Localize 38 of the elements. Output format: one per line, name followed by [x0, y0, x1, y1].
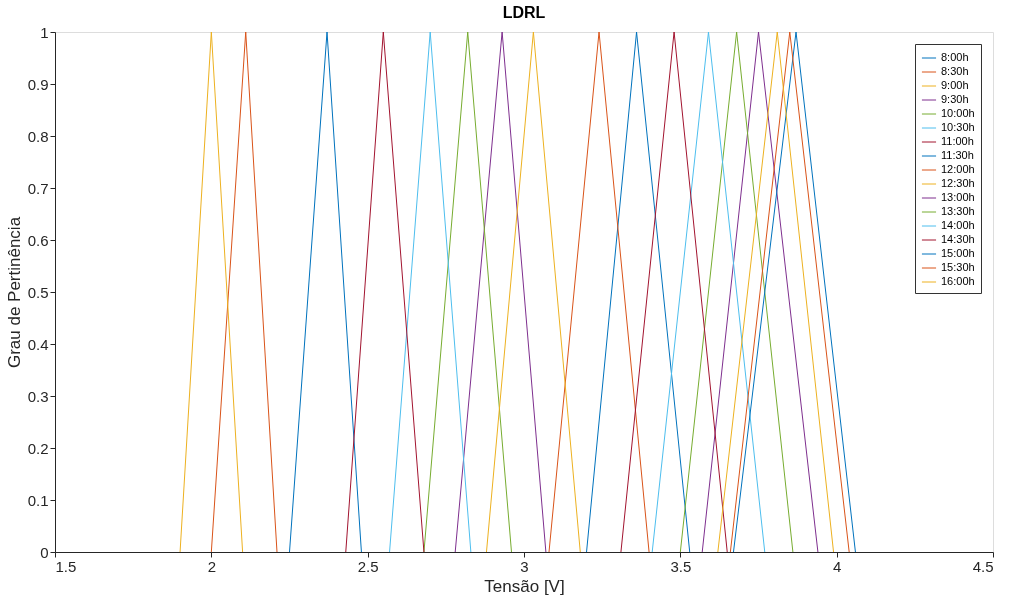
x-tick-label: 1.5 — [55, 557, 77, 575]
legend-label: 10:30h — [941, 121, 975, 133]
y-tick-label: 0.4 — [27, 335, 49, 353]
y-tick-label: 0.1 — [27, 491, 49, 509]
legend-label: 15:00h — [941, 247, 975, 259]
legend-label: 11:30h — [941, 149, 974, 161]
legend-label: 8:00h — [941, 51, 969, 63]
y-tick-label: 0.3 — [27, 387, 49, 405]
legend-label: 10:00h — [941, 107, 975, 119]
legend-label: 11:00h — [941, 135, 974, 147]
x-tick-label: 4.5 — [972, 557, 994, 575]
legend-label: 12:30h — [941, 177, 975, 189]
legend-label: 15:30h — [941, 261, 975, 273]
y-axis-title: Grau de Pertinência — [4, 216, 24, 369]
x-tick-label: 3 — [520, 557, 529, 575]
legend-label: 14:30h — [941, 233, 975, 245]
x-tick-label: 2 — [207, 557, 217, 575]
legend-label: 9:30h — [941, 93, 969, 105]
x-tick-label: 4 — [832, 557, 842, 575]
legend-label: 12:00h — [941, 163, 975, 175]
y-tick-label: 0.5 — [27, 283, 49, 301]
x-tick-label: 2.5 — [357, 557, 379, 575]
y-tick-label: 1 — [40, 23, 49, 41]
y-tick-label: 0.7 — [27, 179, 49, 197]
x-axis-title: Tensão [V] — [484, 576, 565, 596]
y-tick-label: 0 — [40, 543, 49, 561]
y-tick-label: 0.6 — [27, 231, 49, 249]
chart-title: LDRL — [502, 4, 546, 21]
legend-label: 13:30h — [941, 205, 975, 217]
y-tick-label: 0.9 — [27, 75, 49, 93]
legend-label: 9:00h — [941, 79, 969, 91]
legend-label: 13:00h — [941, 191, 975, 203]
legend-label: 16:00h — [941, 275, 975, 287]
y-tick-label: 0.8 — [27, 127, 49, 145]
legend-label: 14:00h — [941, 219, 975, 231]
x-tick-label: 3.5 — [670, 557, 692, 575]
y-tick-label: 0.2 — [27, 439, 49, 457]
legend-label: 8:30h — [941, 65, 969, 77]
